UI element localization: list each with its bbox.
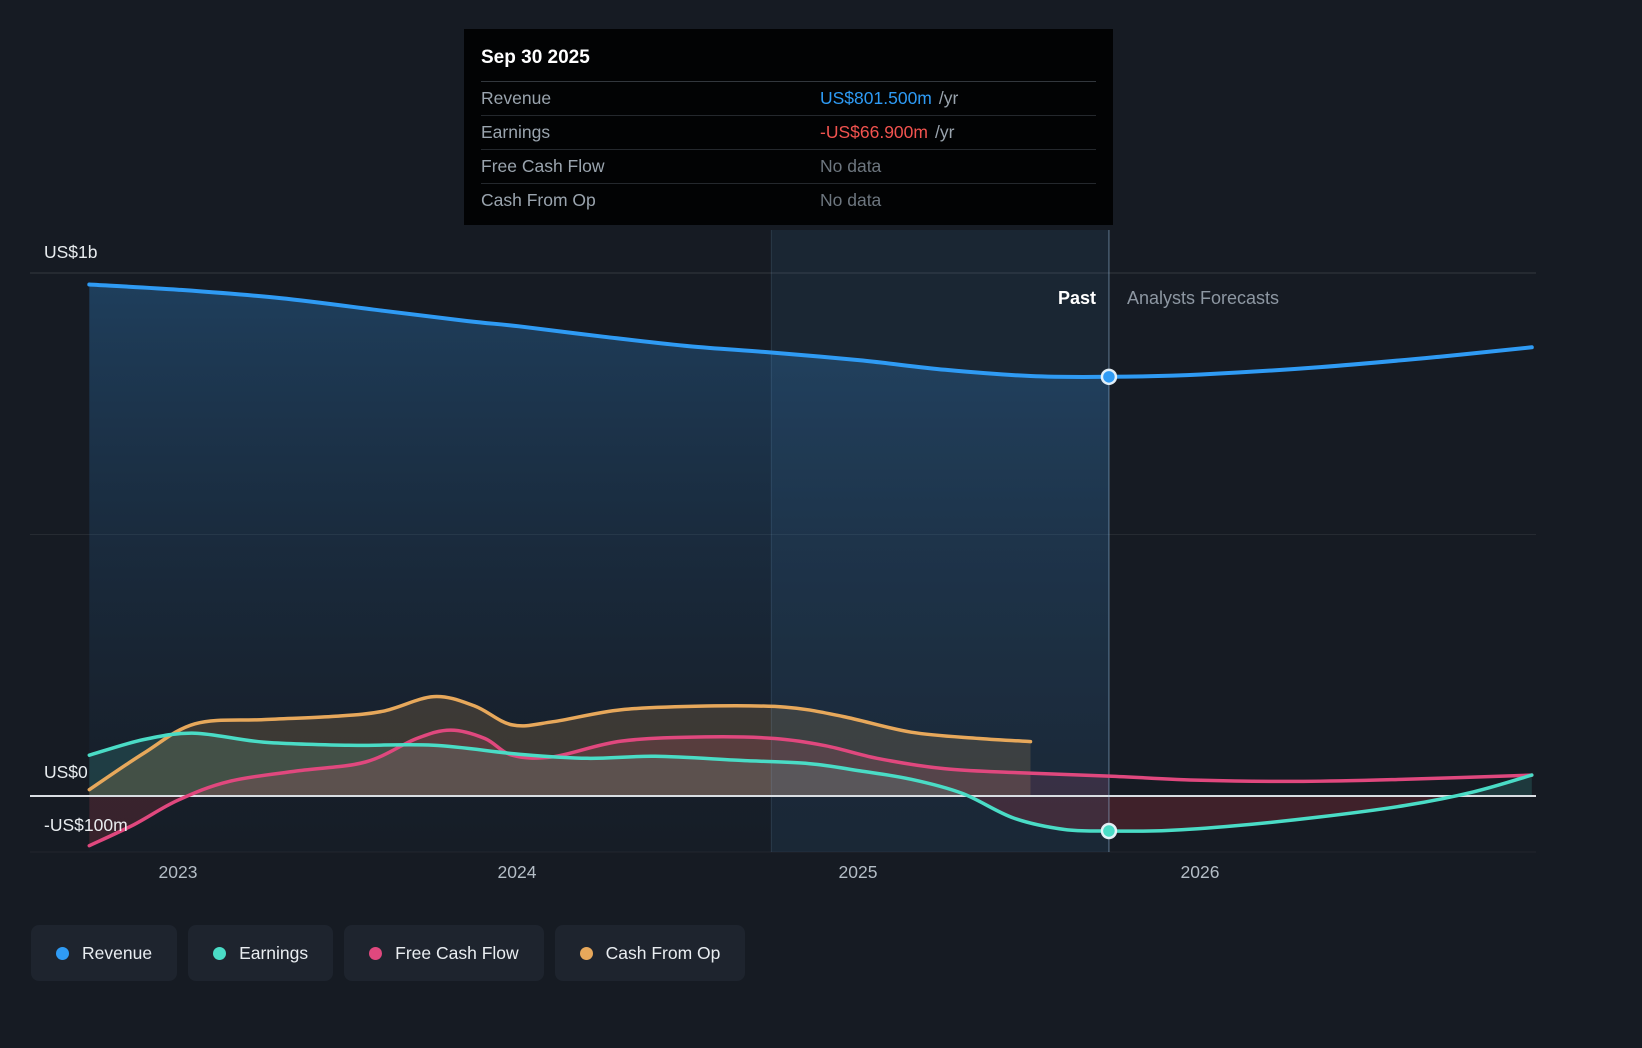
earnings-marker <box>1100 822 1118 840</box>
earnings-area-negative <box>89 796 1532 832</box>
tooltip-row-free-cash-flow: Free Cash Flow No data <box>481 150 1096 184</box>
legend-revenue-label: Revenue <box>82 942 153 963</box>
tooltip-label-earnings: Earnings <box>481 122 551 142</box>
tooltip-row-revenue: Revenue US$801.500m /yr <box>481 82 1096 116</box>
free-cash-flow-line <box>87 728 1534 848</box>
tooltip-date: Sep 30 2025 <box>481 41 1096 82</box>
tooltip-value-cash-from-op: No data <box>820 190 882 210</box>
earnings-line <box>87 731 1534 833</box>
cash-from-op-line <box>87 694 1033 792</box>
y-axis-label-0: US$0 <box>44 762 88 782</box>
past-label: Past <box>1057 288 1096 308</box>
legend-cash-from-op[interactable]: Cash From Op <box>554 925 746 981</box>
tooltip-row-cash-from-op: Cash From Op No data <box>481 184 1096 217</box>
tooltip-value-free-cash-flow: No data <box>820 156 882 176</box>
legend-cash-from-op-label: Cash From Op <box>605 942 721 963</box>
cash-from-op-area <box>89 696 1031 796</box>
highlight-band <box>771 230 1109 852</box>
chart-legend: Revenue Earnings Free Cash Flow Cash Fro… <box>31 925 746 981</box>
legend-free-cash-flow-label: Free Cash Flow <box>395 942 519 963</box>
legend-revenue[interactable]: Revenue <box>31 925 178 981</box>
y-axis-label-1b: US$1b <box>44 242 98 262</box>
tooltip-label-free-cash-flow: Free Cash Flow <box>481 156 605 176</box>
legend-free-cash-flow[interactable]: Free Cash Flow <box>344 925 544 981</box>
cash-from-op-dot-icon <box>579 946 593 960</box>
tooltip-suffix-revenue: /yr <box>938 88 959 108</box>
revenue-area <box>89 284 1109 852</box>
tooltip-value-revenue: US$801.500m <box>820 88 932 108</box>
analysts-forecasts-label: Analysts Forecasts <box>1127 288 1280 308</box>
chart-tooltip: Sep 30 2025 Revenue US$801.500m /yr Earn… <box>464 29 1113 225</box>
x-axis-label-2023: 2023 <box>158 862 198 882</box>
tooltip-value-earnings: -US$66.900m <box>820 122 928 142</box>
x-axis-label-2024: 2024 <box>497 862 537 882</box>
earnings-dot-icon <box>213 946 227 960</box>
free-cash-flow-area <box>89 730 1109 796</box>
legend-earnings[interactable]: Earnings <box>188 925 334 981</box>
revenue-dot-icon <box>56 946 69 960</box>
legend-earnings-label: Earnings <box>239 942 309 963</box>
tooltip-label-revenue: Revenue <box>481 88 552 108</box>
tooltip-label-cash-from-op: Cash From Op <box>481 190 596 210</box>
revenue-line <box>87 282 1534 379</box>
revenue-marker <box>1100 368 1118 386</box>
free-cash-flow-dot-icon <box>369 946 383 960</box>
y-axis-label-neg100m: -US$100m <box>44 815 128 835</box>
x-axis-label-2026: 2026 <box>1180 862 1220 882</box>
x-axis-label-2025: 2025 <box>838 862 878 882</box>
tooltip-suffix-earnings: /yr <box>934 122 955 142</box>
tooltip-row-earnings: Earnings -US$66.900m /yr <box>481 116 1096 150</box>
